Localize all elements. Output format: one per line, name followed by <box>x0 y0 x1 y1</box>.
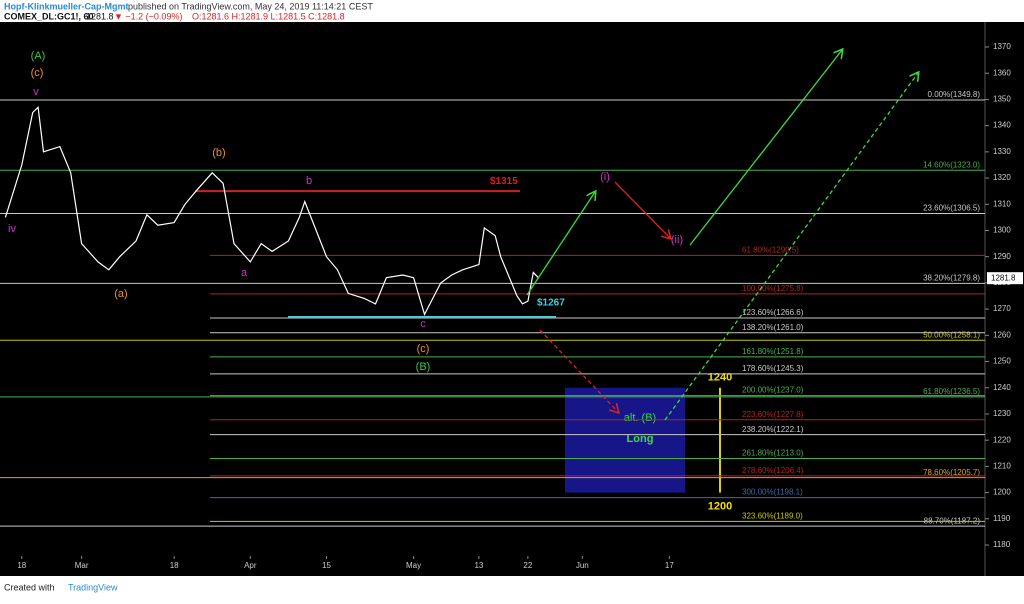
footer-created: Created with <box>4 582 55 592</box>
target-label: $1267 <box>537 298 565 309</box>
y-tick-label: 1310 <box>993 199 1011 208</box>
publisher: Hopf-Klinkmueller-Cap-Mgmt <box>4 1 129 11</box>
x-tick-label: May <box>406 561 421 570</box>
arrow <box>539 329 618 412</box>
y-tick-label: 1220 <box>993 435 1011 444</box>
arrow <box>614 181 670 238</box>
extension-label: 123.60%(1266.6) <box>742 308 804 317</box>
y-tick-label: 1200 <box>993 488 1011 497</box>
y-tick-label: 1210 <box>993 461 1011 470</box>
ohlc: O:1281.6 H:1281.9 L:1281.5 C:1281.8 <box>192 11 345 21</box>
wave-label: b <box>306 175 312 187</box>
y-tick-label: 1330 <box>993 147 1011 156</box>
y-tick-label: 1320 <box>993 173 1011 182</box>
change: ▼ −1.2 (−0.09%) <box>114 11 182 21</box>
zone-note: alt. (B) <box>624 412 656 424</box>
retracement-label: 88.70%(1187.2) <box>924 516 981 525</box>
wave-label: a <box>241 267 248 279</box>
y-tick-label: 1250 <box>993 357 1011 366</box>
extension-label: 223.60%(1227.8) <box>742 410 804 419</box>
retracement-label: 50.00%(1258.1) <box>923 330 980 339</box>
extension-label: 238.20%(1222.1) <box>742 425 804 434</box>
zone-action: Long <box>627 433 654 445</box>
extension-label: 61.80%(1290.5) <box>742 245 799 254</box>
published: published on TradingView.com, May 24, 20… <box>128 1 373 11</box>
wave-label: (c) <box>31 67 44 79</box>
symbol: COMEX_DL:GC1!, 60 <box>4 11 94 21</box>
x-tick-label: 18 <box>170 561 179 570</box>
wave-label: c <box>420 318 426 330</box>
footer-brand[interactable]: TradingView <box>68 582 118 592</box>
target-label: $1315 <box>490 176 518 187</box>
extension-label: 261.80%(1213.0) <box>742 449 804 458</box>
retracement-label: 0.00%(1349.8) <box>928 90 981 99</box>
y-tick-label: 1340 <box>993 121 1011 130</box>
wave-label: (A) <box>31 50 46 62</box>
retracement-label: 23.60%(1306.5) <box>923 204 980 213</box>
arrow <box>689 50 842 246</box>
y-tick-label: 1290 <box>993 252 1011 261</box>
y-tick-label: 1350 <box>993 95 1011 104</box>
zone-top-label: 1240 <box>708 372 732 384</box>
wave-label: iv <box>8 223 16 235</box>
price-tag: 1281.8 <box>991 273 1016 282</box>
extension-label: 323.60%(1189.0) <box>742 512 803 521</box>
wave-label: (i) <box>600 171 610 183</box>
y-tick-label: 1180 <box>993 540 1011 549</box>
x-tick-label: 15 <box>322 561 331 570</box>
y-tick-label: 1230 <box>993 409 1011 418</box>
x-tick-label: Mar <box>75 561 89 570</box>
y-tick-label: 1360 <box>993 68 1011 77</box>
wave-label: (c) <box>417 343 430 355</box>
x-tick-label: 17 <box>665 561 674 570</box>
price-tag-bg <box>987 272 1023 285</box>
extension-label: 100.00%(1275.8) <box>742 284 804 293</box>
retracement-label: 38.20%(1279.8) <box>923 274 980 283</box>
wave-label: (B) <box>416 361 431 373</box>
y-tick-label: 1190 <box>993 514 1011 523</box>
wave-label: (ii) <box>671 234 683 246</box>
extension-label: 138.20%(1261.0) <box>742 323 804 332</box>
plot-background <box>0 22 1024 576</box>
y-tick-label: 1300 <box>993 226 1011 235</box>
y-tick-label: 1240 <box>993 383 1011 392</box>
retracement-label: 61.80%(1236.5) <box>923 387 980 396</box>
extension-label: 300.00%(1198.1) <box>742 488 803 497</box>
wave-label: v <box>33 86 39 98</box>
zone-bottom-label: 1200 <box>708 500 732 512</box>
arrow <box>664 73 918 421</box>
x-tick-label: 13 <box>474 561 483 570</box>
price-line <box>4 106 540 316</box>
extension-label: 161.80%(1251.8) <box>742 347 804 356</box>
x-tick-label: Apr <box>244 561 257 570</box>
x-tick-label: 18 <box>17 561 26 570</box>
x-tick-label: Jun <box>576 561 589 570</box>
wave-label: (b) <box>212 147 225 159</box>
extension-label: 178.60%(1245.3) <box>742 364 804 373</box>
y-tick-label: 1270 <box>993 304 1011 313</box>
extension-label: 200.00%(1237.0) <box>742 386 804 395</box>
extension-label: 278.60%(1206.4) <box>742 466 804 475</box>
retracement-label: 14.60%(1323.0) <box>923 160 980 169</box>
y-tick-label: 1370 <box>993 42 1011 51</box>
arrow <box>526 192 595 296</box>
x-tick-label: 22 <box>523 561 532 570</box>
retracement-label: 78.60%(1205.7) <box>923 468 980 477</box>
long-zone <box>565 387 685 493</box>
arrows <box>526 50 918 421</box>
y-tick-label: 1260 <box>993 330 1011 339</box>
last-price: 1281.8 <box>86 11 114 21</box>
wave-label: (a) <box>114 288 127 300</box>
